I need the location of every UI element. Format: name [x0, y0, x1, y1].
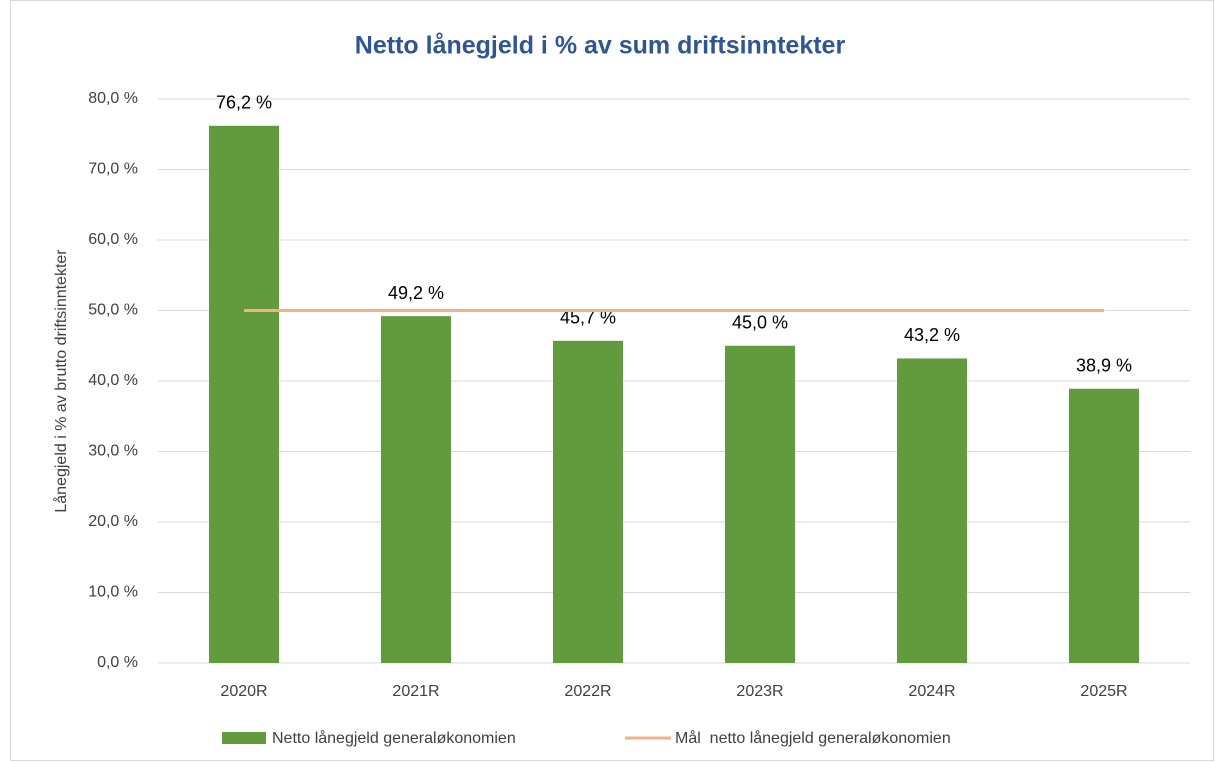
y-tick-label: 30,0 % [88, 443, 138, 460]
chart-border [10, 0, 1214, 761]
value-label: 76,2 % [216, 93, 272, 113]
value-label: 45,0 % [732, 313, 788, 333]
y-tick-label: 80,0 % [88, 90, 138, 107]
y-tick-label: 70,0 % [88, 161, 138, 178]
legend-label: Mål netto lånegjeld generaløkonomien [675, 729, 951, 747]
x-tick-label: 2020R [220, 683, 267, 700]
y-tick-label: 60,0 % [88, 231, 138, 248]
x-tick-label: 2025R [1080, 683, 1127, 700]
x-tick-label: 2023R [736, 683, 783, 700]
value-label: 38,9 % [1076, 356, 1132, 376]
value-label: 45,7 % [560, 308, 616, 328]
chart-title: Netto lånegjeld i % av sum driftsinntekt… [355, 32, 846, 60]
y-tick-label: 10,0 % [88, 584, 138, 601]
x-tick-label: 2022R [564, 683, 611, 700]
y-tick-label: 20,0 % [88, 513, 138, 530]
y-tick-label: 40,0 % [88, 372, 138, 389]
value-label: 43,2 % [904, 325, 960, 345]
x-tick-label: 2021R [392, 683, 439, 700]
value-label: 49,2 % [388, 283, 444, 303]
legend-swatch [222, 732, 266, 744]
bar [725, 345, 795, 663]
legend-label: Netto lånegjeld generaløkonomien [272, 729, 516, 747]
bar [553, 340, 623, 663]
bar [897, 358, 967, 663]
bar [381, 316, 451, 663]
y-axis-label: Lånegjeld i % av brutto driftsinntekter [52, 249, 70, 513]
bar [1069, 388, 1139, 663]
y-tick-label: 50,0 % [88, 302, 138, 319]
bar [209, 125, 279, 664]
y-tick-label: 0,0 % [97, 654, 138, 671]
x-tick-label: 2024R [908, 683, 955, 700]
